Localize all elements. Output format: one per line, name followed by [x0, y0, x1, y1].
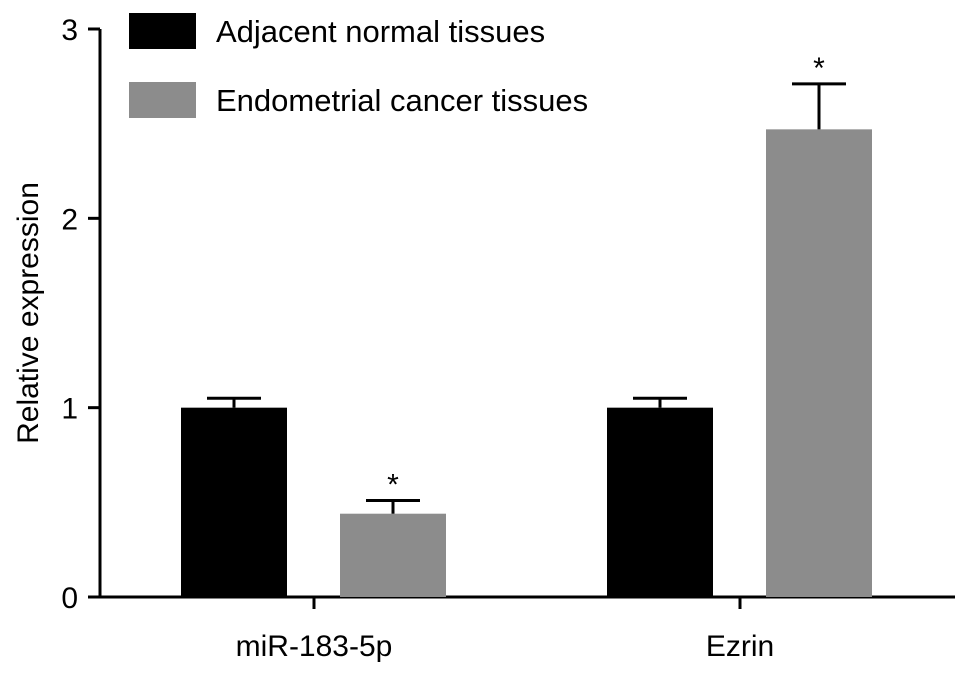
y-tick-label: 0: [61, 582, 78, 615]
legend-label: Endometrial cancer tissues: [216, 83, 588, 118]
bar: [340, 513, 446, 597]
bars: **: [181, 52, 872, 597]
y-tick-label: 1: [61, 393, 78, 426]
significance-marker: *: [813, 52, 825, 85]
x-category-label: miR-183-5p: [236, 630, 393, 663]
legend: Adjacent normal tissues Endometrial cance…: [129, 13, 588, 118]
y-tick-label: 3: [61, 14, 78, 47]
significance-marker: *: [387, 468, 399, 501]
y-tick-label: 2: [61, 203, 78, 236]
legend-label: Adjacent normal tissues: [216, 14, 545, 49]
y-axis-title: Relative expression: [12, 182, 45, 444]
bar: [181, 407, 287, 597]
legend-swatch: [129, 82, 196, 118]
bar: [766, 129, 872, 597]
legend-swatch: [129, 13, 196, 49]
bar: [607, 407, 713, 597]
x-category-label: Ezrin: [706, 630, 774, 663]
